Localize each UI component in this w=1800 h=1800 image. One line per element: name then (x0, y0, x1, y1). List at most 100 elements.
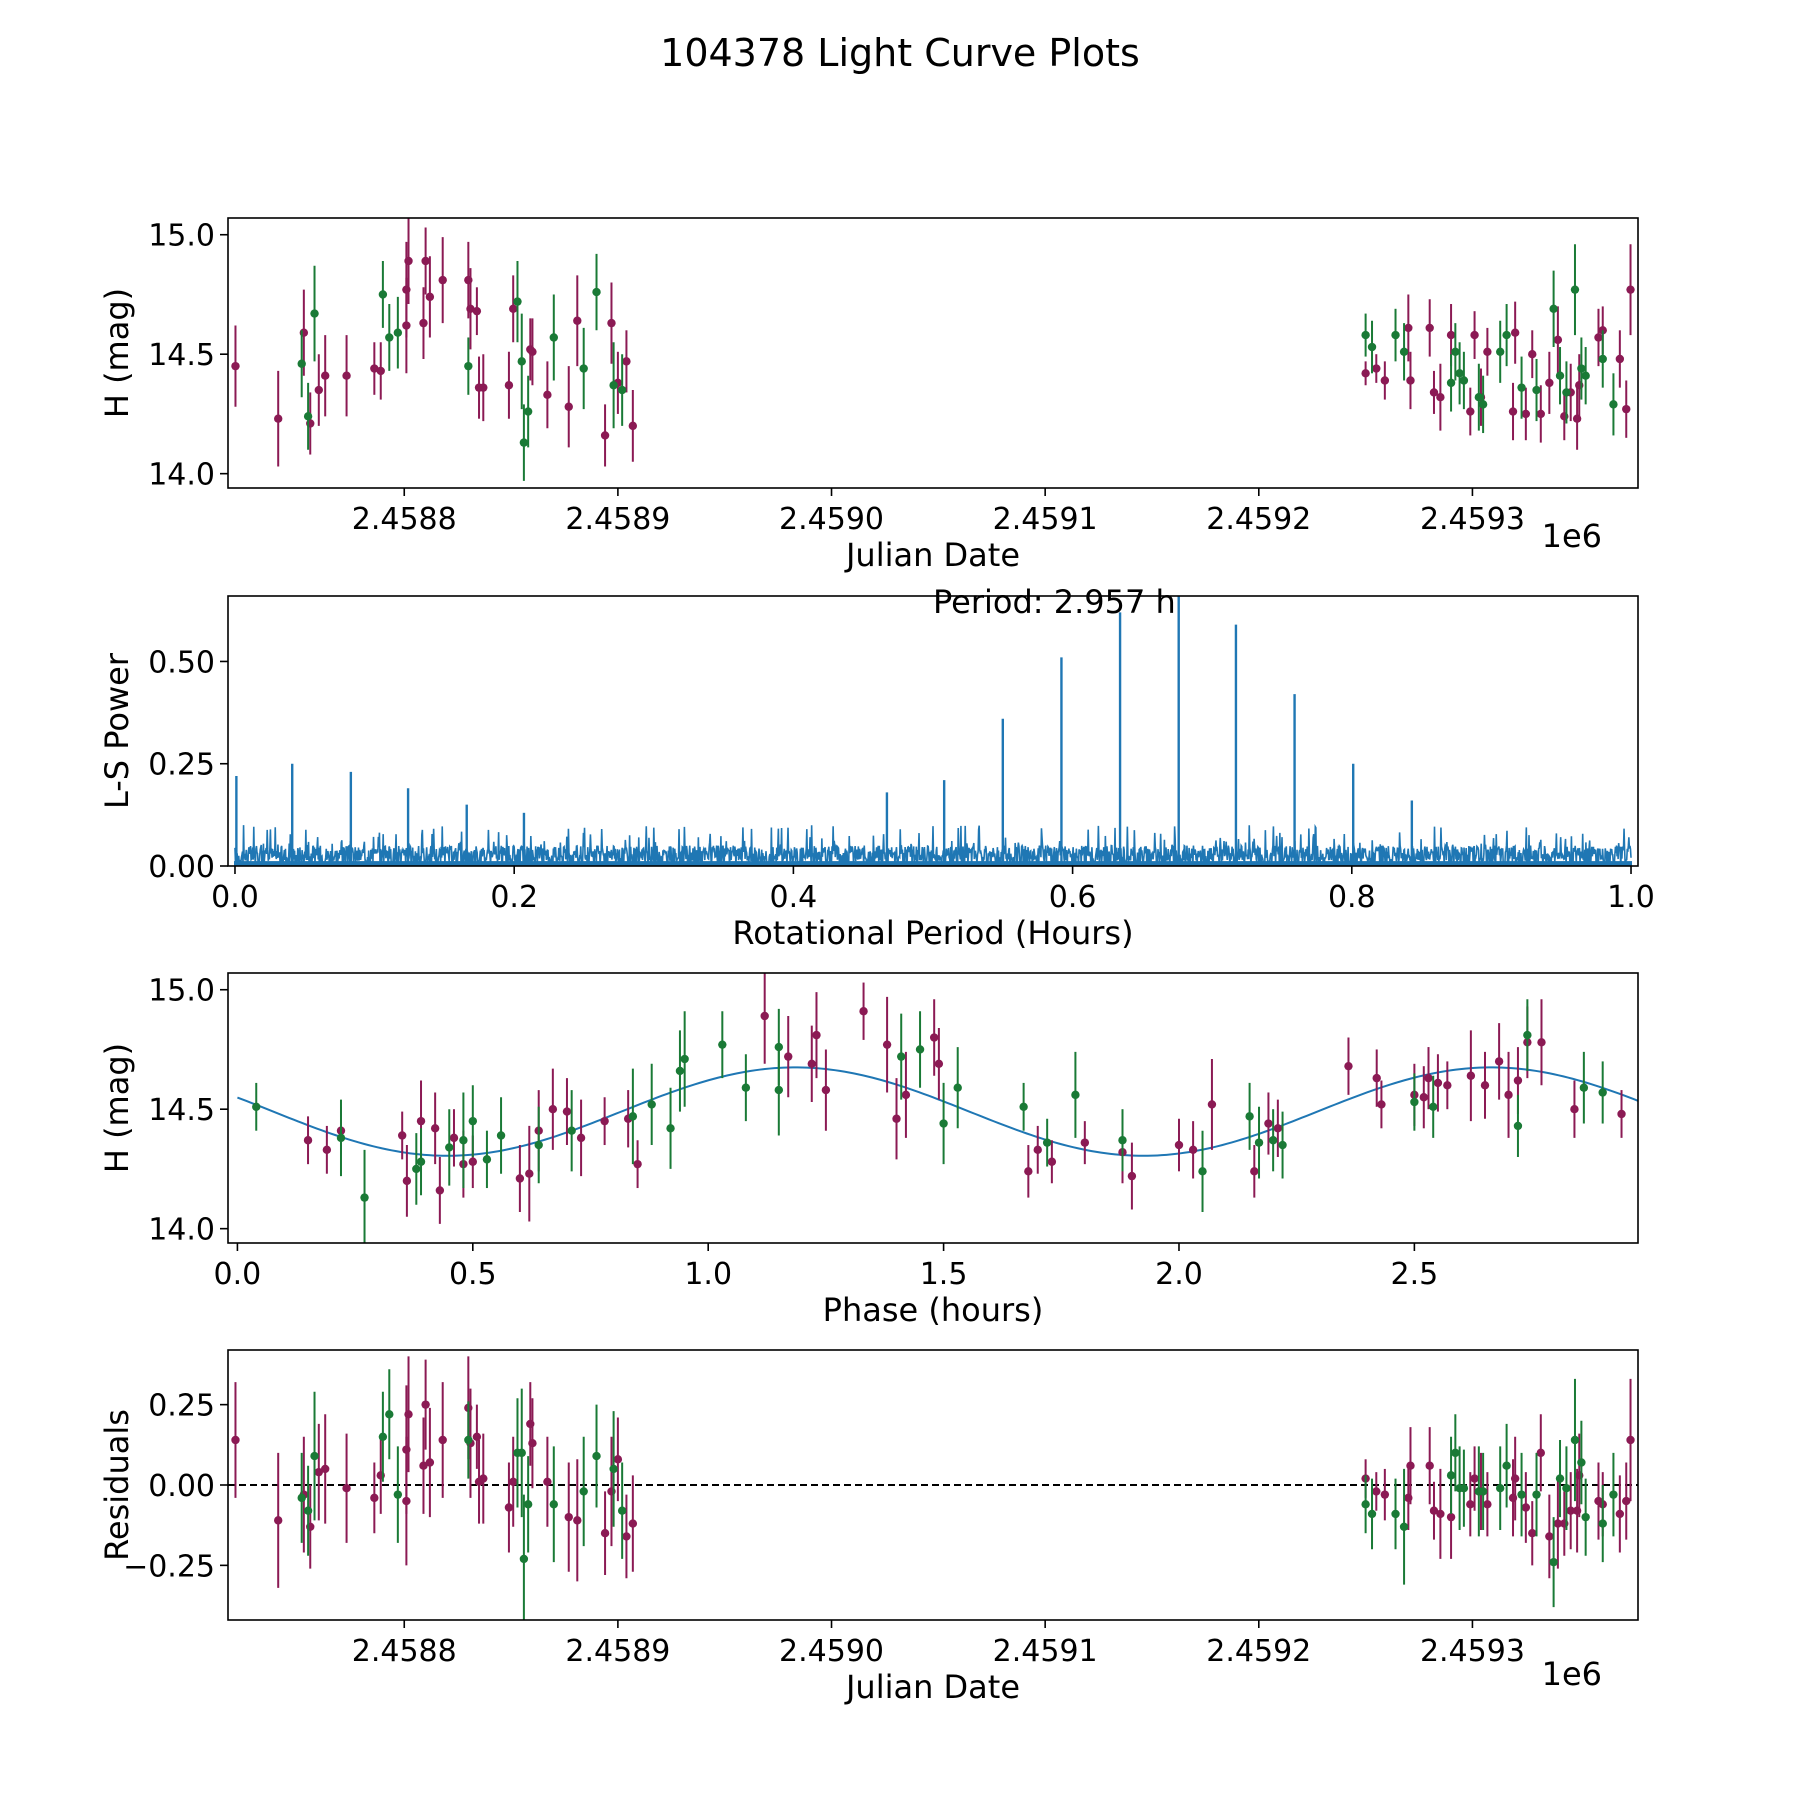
phased-point-magenta (821, 1085, 831, 1095)
phased-point-green (1071, 1090, 1080, 1100)
residuals-point-magenta (342, 1484, 351, 1493)
phased-point-magenta (1207, 1100, 1217, 1109)
phased-point-magenta (1424, 1073, 1433, 1083)
residuals-point-green (1581, 1512, 1590, 1522)
residuals-point-green (1598, 1519, 1607, 1528)
residuals-point-magenta (573, 1516, 582, 1525)
lightcurve-point-green (1446, 378, 1456, 388)
lightcurve-point-magenta (421, 256, 430, 266)
phased-point-green (1118, 1136, 1127, 1145)
periodogram-y-axis-label: L-S Power (98, 652, 136, 809)
phased-frame (227, 972, 1639, 1244)
lightcurve-point-green (549, 333, 558, 342)
residuals-point-magenta (1372, 1487, 1381, 1496)
lightcurve-point-magenta (1406, 376, 1415, 385)
lightcurve-point-magenta (1521, 409, 1531, 419)
phased-point-magenta (1504, 1090, 1513, 1100)
lightcurve-point-green (1451, 347, 1460, 357)
phased-point-green (897, 1052, 906, 1061)
residuals-point-magenta (438, 1435, 447, 1445)
phased-point-green (468, 1116, 478, 1126)
residuals-point-green (1361, 1500, 1370, 1509)
lightcurve-point-green (393, 328, 403, 337)
residuals-point-green (1577, 1458, 1586, 1467)
residuals-point-magenta (622, 1532, 631, 1541)
lightcurve-point-green (303, 412, 313, 421)
residuals-point-magenta (1545, 1532, 1554, 1541)
residuals-point-magenta (1553, 1519, 1563, 1528)
phased-point-green (628, 1112, 638, 1121)
lightcurve-point-green (1367, 342, 1377, 352)
residuals-point-green (549, 1500, 558, 1509)
lightcurve-point-magenta (528, 347, 537, 357)
phased-x-axis-label: Phase (hours) (823, 1291, 1044, 1329)
phased-point-green (1513, 1121, 1523, 1131)
phased-point-magenta (525, 1169, 534, 1178)
residuals-point-magenta (628, 1519, 638, 1528)
phased-point-magenta (576, 1133, 586, 1143)
residuals-point-magenta (564, 1512, 573, 1522)
phased-point-green (496, 1131, 506, 1140)
residuals-point-magenta (419, 1461, 428, 1470)
phased-point-magenta (1033, 1145, 1042, 1155)
lightcurve-point-magenta (1528, 349, 1537, 359)
residuals-point-green (310, 1451, 319, 1461)
phased-point-green (939, 1119, 948, 1128)
residuals-point-magenta (1466, 1500, 1475, 1509)
lightcurve-point-green (1474, 393, 1484, 402)
residuals-point-green (513, 1448, 522, 1458)
phased-x-tick-label: 2.5 (1391, 1257, 1439, 1292)
phased-point-magenta (1466, 1071, 1476, 1080)
residuals-x-tick-label: 2.4588 (352, 1634, 457, 1669)
lightcurve-point-green (617, 385, 627, 395)
phased-point-magenta (812, 1030, 821, 1040)
residuals-point-magenta (314, 1467, 323, 1477)
periodogram-x-tick-label: 0.0 (211, 880, 259, 915)
phased-point-magenta (303, 1136, 313, 1145)
phased-point-green (416, 1157, 426, 1166)
periodogram-marks (234, 596, 1632, 866)
residuals-point-green (303, 1506, 313, 1515)
lightcurve-point-magenta (1545, 378, 1554, 388)
phased-point-green (1019, 1102, 1028, 1112)
lightcurve-point-magenta (1626, 285, 1635, 294)
phased-point-magenta (901, 1090, 911, 1100)
residuals-point-magenta (1510, 1474, 1520, 1483)
phased-point-magenta (934, 1059, 944, 1068)
lightcurve-point-magenta (1598, 326, 1607, 335)
phased-point-magenta (548, 1104, 558, 1114)
residuals-point-green (1549, 1557, 1558, 1567)
residuals-point-magenta (1406, 1461, 1415, 1470)
periodogram-y-tick-label: 0.50 (148, 645, 215, 680)
lightcurve-point-magenta (1361, 369, 1370, 378)
residuals-point-green (1399, 1522, 1409, 1531)
residuals-point-green (1451, 1448, 1460, 1458)
lightcurve-point-magenta (425, 292, 435, 302)
lightcurve-point-magenta (1372, 364, 1381, 373)
lightcurve-point-magenta (1553, 335, 1563, 345)
phased-point-magenta (600, 1116, 609, 1126)
lightcurve-point-green (1549, 304, 1558, 313)
phased-point-magenta (397, 1131, 407, 1140)
lightcurve-point-magenta (1536, 409, 1545, 419)
lightcurve-point-magenta (376, 366, 385, 376)
lightcurve-point-green (1455, 369, 1464, 378)
phased-point-green (360, 1193, 369, 1202)
lightcurve-point-magenta (419, 318, 428, 328)
phased-point-magenta (1372, 1073, 1381, 1083)
lightcurve-point-green (1532, 385, 1541, 395)
lightcurve-point-magenta (438, 275, 447, 285)
phased-point-green (1523, 1030, 1532, 1040)
phased-point-magenta (435, 1186, 445, 1195)
lightcurve-point-green (1361, 330, 1370, 340)
phased-point-green (680, 1054, 689, 1064)
phased-x-tick-label: 0.0 (214, 1257, 262, 1292)
phased-point-magenta (1080, 1138, 1090, 1147)
lightcurve-y-axis-label: H (mag) (98, 288, 136, 418)
lightcurve-marks (231, 218, 1635, 481)
phased-fit-curve (237, 1066, 1638, 1157)
lightcurve-point-magenta (600, 431, 610, 440)
lightcurve-point-magenta (402, 321, 411, 330)
lightcurve-point-magenta (1466, 407, 1475, 416)
phased-point-green (1042, 1138, 1052, 1147)
